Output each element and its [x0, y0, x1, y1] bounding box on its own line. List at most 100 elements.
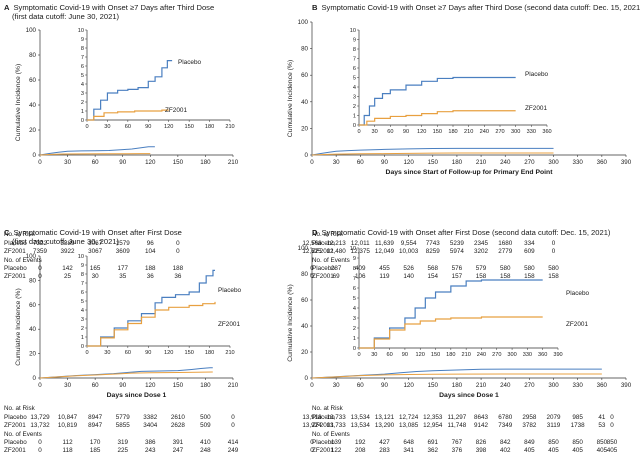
- p2-main-xtick-label: 90: [381, 159, 388, 166]
- p3-risk-cell-zf2001: 5855: [115, 422, 130, 429]
- p2-events-cell-placebo: 580: [499, 265, 511, 272]
- p4-inset-ytick-label: 6: [353, 286, 356, 292]
- p3-main-xtick-label: 60: [92, 382, 99, 389]
- p1-inset-xtick-label: 120: [164, 124, 173, 130]
- p4-series-label-placebo: Placebo: [566, 290, 590, 297]
- p1-main-xtick-label: 180: [200, 159, 211, 166]
- p4-inset-series-placebo: [359, 279, 543, 349]
- p1-series-label-placebo: Placebo: [178, 59, 202, 66]
- p1-inset-series-placebo: [87, 60, 173, 121]
- p3-risk-label-zf2001: ZF2001: [4, 422, 26, 429]
- p2-events-cell-zf2001: 154: [427, 273, 439, 280]
- p4-events-cell-placebo: 767: [451, 439, 463, 446]
- p2-risk-cell-placebo: 7743: [425, 240, 440, 247]
- p3-main-series-zf2001: [39, 371, 213, 379]
- p4-main-xtick-label: 90: [381, 382, 388, 389]
- p3-main-ytick-label: 0: [33, 375, 37, 382]
- p4-risk-cell-placebo: 13,534: [350, 414, 370, 421]
- p1-risk-cell-placebo: 3067: [88, 240, 103, 247]
- p1-risk-cell-placebo: 3889: [60, 240, 75, 247]
- p2-inset-xtick-label: 330: [527, 129, 536, 135]
- p4-events-header: No. of Events: [312, 431, 350, 438]
- p2-risk-cell-zf2001: 0: [551, 248, 556, 255]
- p4-inset-xtick-label: 60: [386, 352, 392, 358]
- p1-risk-cell-zf2001: 3922: [60, 248, 75, 255]
- p4-inset-xtick-label: 180: [446, 352, 455, 358]
- p3-inset-ytick-label: 4: [81, 308, 84, 314]
- p1-risk-label-zf2001: ZF2001: [4, 248, 26, 255]
- p2-inset-series-zf2001: [359, 110, 516, 126]
- p4-risk-cell-zf2001: 0: [610, 422, 614, 429]
- panel-a-title: A Symptomatic Covid-19 with Onset ≥7 Days…: [4, 3, 215, 12]
- p1-risk-cell-zf2001: 104: [145, 248, 156, 255]
- p3-inset-ytick-label: 0: [81, 344, 84, 350]
- p2-main-xtick-label: 180: [452, 159, 463, 166]
- panel-b-title: B Symptomatic Covid-19 with Onset ≥7 Days…: [312, 3, 640, 12]
- p4-inset-ytick-label: 2: [353, 326, 356, 332]
- p3-events-cell-placebo: 0: [38, 439, 42, 446]
- p1-inset-ytick-label: 3: [81, 91, 84, 97]
- p2-risk-cell-zf2001: 12,375: [350, 248, 370, 255]
- p1-main-xtick-label: 30: [64, 159, 71, 166]
- p1-inset-ytick-label: 2: [81, 100, 84, 106]
- p3-main-ytick-label: 100: [26, 253, 37, 260]
- p3-events-label-placebo: Placebo: [4, 439, 27, 446]
- p4-main-xtick-label: 210: [476, 382, 487, 389]
- p4-events-cell-zf2001: 405: [572, 447, 583, 454]
- p2-events-cell-placebo: 526: [403, 265, 414, 272]
- p3-events-cell-placebo: 112: [62, 439, 73, 446]
- p3-risk-label-placebo: Placebo: [4, 414, 27, 421]
- p4-risk-cell-zf2001: 3119: [546, 422, 561, 429]
- p4-events-cell-placebo: 850: [572, 439, 583, 446]
- p2-risk-cell-placebo: 5239: [449, 240, 464, 247]
- p2-main-ytick-label: 40: [301, 99, 308, 106]
- p3-events-cell-placebo: 391: [172, 439, 184, 446]
- p3-main-xtick-label: 30: [64, 382, 71, 389]
- p4-main-xtick-label: 120: [403, 382, 414, 389]
- p2-main-ytick-label: 20: [301, 125, 308, 132]
- p1-main-series-placebo: [39, 146, 155, 156]
- p2-inset-ytick-label: 5: [353, 76, 356, 82]
- p2-main-ytick-label: 80: [301, 46, 308, 53]
- p2-risk-cell-placebo: 334: [524, 240, 535, 247]
- p3-events-cell-placebo: 170: [89, 439, 101, 446]
- p3-risk-cell-placebo: 500: [200, 414, 211, 421]
- p4-events-cell-placebo: 648: [403, 439, 414, 446]
- p2-events-cell-placebo: 409: [355, 265, 366, 272]
- p2-risk-cell-placebo: 1680: [498, 240, 513, 247]
- p1-events-cell-zf2001: 36: [146, 273, 154, 280]
- p2-events-header: No. of Events: [312, 257, 350, 264]
- p2-events-cell-zf2001: 158: [524, 273, 535, 280]
- p3-inset-ytick-label: 10: [78, 254, 84, 260]
- p3-events-cell-zf2001: 0: [38, 447, 42, 454]
- p4-main-xtick-label: 180: [452, 382, 463, 389]
- p2-events-cell-zf2001: 0: [310, 273, 314, 280]
- p1-main-xtick-label: 120: [145, 159, 156, 166]
- p4-events-cell-zf2001: 405: [548, 447, 559, 454]
- p4-main-xtick-label: 270: [524, 382, 535, 389]
- p4-events-cell-placebo: 427: [379, 439, 390, 446]
- p4-inset-xtick-label: 330: [523, 352, 532, 358]
- p1-events-cell-placebo: 142: [62, 265, 73, 272]
- p4-inset-ytick-label: 8: [353, 266, 356, 272]
- p3-risk-cell-zf2001: 10,819: [57, 422, 78, 429]
- p3-events-label-zf2001: ZF2001: [4, 447, 26, 454]
- p4-events-cell-zf2001: 0: [310, 447, 314, 454]
- p2-risk-label-zf2001: ZF2001: [312, 248, 334, 255]
- p3-risk-cell-placebo: 8947: [88, 414, 103, 421]
- p3-inset-ytick-label: 1: [81, 335, 84, 341]
- p3-risk-cell-placebo: 0: [231, 414, 235, 421]
- p2-events-cell-zf2001: 158: [475, 273, 487, 280]
- p3-events-cell-placebo: 414: [227, 439, 239, 446]
- p4-inset-xtick-label: 150: [431, 352, 440, 358]
- p1-main-ytick-label: 20: [29, 127, 36, 134]
- p3-events-header: No. of Events: [4, 431, 42, 438]
- p1-risk-cell-zf2001: 7359: [32, 248, 47, 255]
- p2-main-xtick-label: 270: [524, 159, 535, 166]
- p4-main-series-zf2001: [311, 373, 602, 379]
- p3-events-cell-zf2001: 225: [117, 447, 128, 454]
- p1-inset-xtick-label: 0: [85, 124, 88, 130]
- p3-inset-ytick-label: 8: [81, 272, 84, 278]
- p4-risk-cell-placebo: 13,918: [302, 414, 322, 421]
- p2-inset-xtick-label: 360: [542, 129, 551, 135]
